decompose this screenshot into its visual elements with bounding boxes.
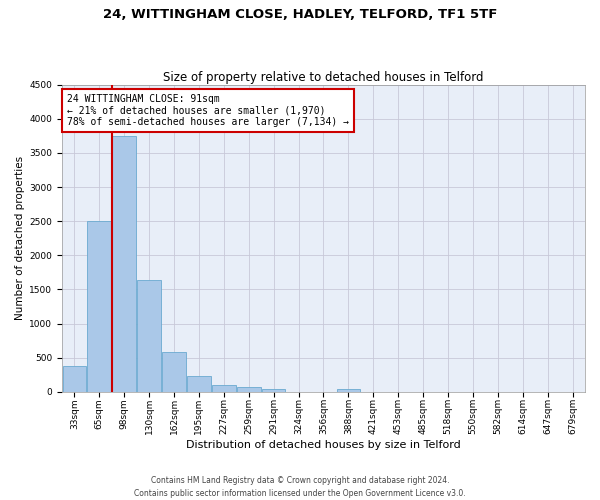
Bar <box>212 384 236 392</box>
X-axis label: Distribution of detached houses by size in Telford: Distribution of detached houses by size … <box>186 440 461 450</box>
Bar <box>112 136 136 392</box>
Text: 24 WITTINGHAM CLOSE: 91sqm
← 21% of detached houses are smaller (1,970)
78% of s: 24 WITTINGHAM CLOSE: 91sqm ← 21% of deta… <box>67 94 349 127</box>
Bar <box>337 388 360 392</box>
Bar <box>88 221 111 392</box>
Bar <box>187 376 211 392</box>
Bar <box>262 388 286 392</box>
Bar <box>62 366 86 392</box>
Bar <box>237 388 260 392</box>
Y-axis label: Number of detached properties: Number of detached properties <box>15 156 25 320</box>
Text: Contains HM Land Registry data © Crown copyright and database right 2024.
Contai: Contains HM Land Registry data © Crown c… <box>134 476 466 498</box>
Bar <box>162 352 186 392</box>
Title: Size of property relative to detached houses in Telford: Size of property relative to detached ho… <box>163 70 484 84</box>
Text: 24, WITTINGHAM CLOSE, HADLEY, TELFORD, TF1 5TF: 24, WITTINGHAM CLOSE, HADLEY, TELFORD, T… <box>103 8 497 20</box>
Bar <box>137 280 161 392</box>
